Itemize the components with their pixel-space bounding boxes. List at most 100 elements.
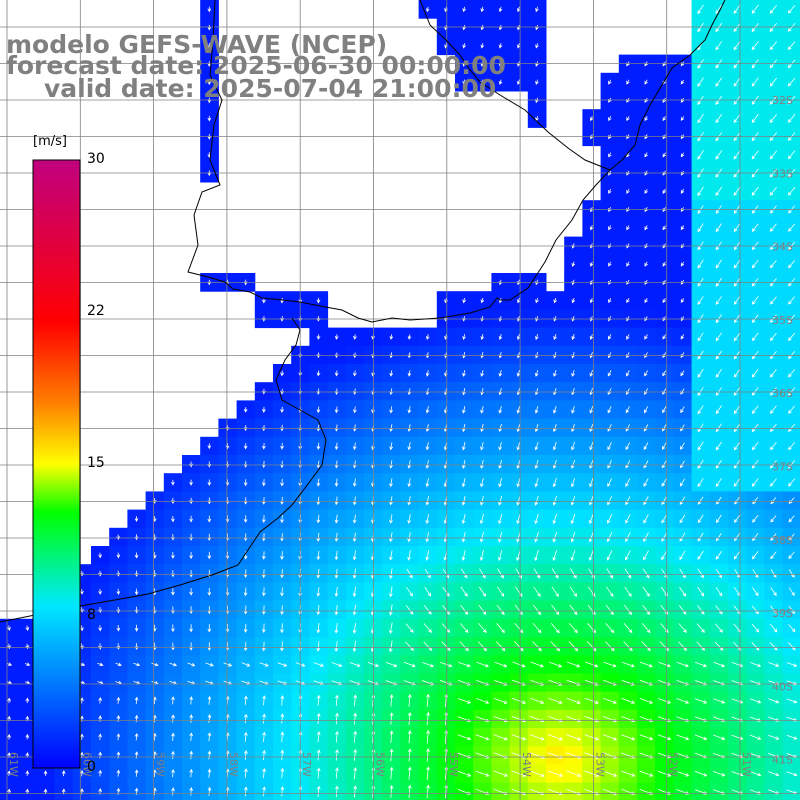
wind-arrow	[644, 116, 648, 122]
wind-arrow	[786, 662, 798, 667]
wind-arrow	[552, 531, 558, 543]
wind-arrow	[680, 79, 685, 85]
wind-arrow	[478, 586, 486, 597]
wind-arrow	[335, 694, 339, 707]
lat-label: 33S	[772, 167, 793, 180]
wind-arrow	[624, 568, 632, 579]
wind-arrow	[462, 6, 467, 13]
wind-arrow	[79, 589, 84, 595]
wind-arrow	[680, 370, 685, 377]
wind-arrow	[697, 586, 705, 597]
wind-arrow	[751, 314, 759, 323]
wind-arrow	[713, 698, 726, 704]
wind-arrow	[516, 6, 521, 13]
wind-arrow	[261, 497, 266, 505]
wind-arrow	[460, 568, 468, 579]
wind-arrow	[534, 477, 539, 488]
wind-arrow	[461, 532, 466, 543]
wind-arrow	[697, 387, 704, 396]
wind-arrow	[43, 770, 48, 776]
wind-arrow	[7, 770, 11, 776]
wind-arrow	[133, 662, 141, 667]
wind-arrow	[171, 714, 175, 723]
wind-arrow	[495, 641, 506, 652]
wind-arrow	[189, 732, 194, 742]
wind-arrow	[662, 116, 667, 122]
wind-arrow	[643, 532, 649, 543]
wind-arrow	[788, 515, 795, 523]
wind-arrow	[225, 569, 230, 578]
wind-arrow	[571, 369, 575, 377]
wind-arrow	[388, 640, 393, 653]
wind-arrow	[625, 442, 631, 451]
wind-arrow	[407, 693, 412, 707]
wind-arrow	[441, 623, 451, 633]
wind-arrow	[715, 259, 722, 269]
wind-arrow	[225, 587, 230, 597]
wind-arrow	[589, 495, 594, 506]
wind-arrow	[571, 459, 576, 469]
wind-arrow	[516, 531, 521, 543]
wind-arrow	[171, 624, 175, 633]
wind-arrow	[605, 622, 615, 634]
wind-arrow	[316, 586, 321, 597]
wind-arrow	[407, 748, 412, 762]
wind-arrow	[768, 734, 780, 740]
wind-arrow	[607, 478, 612, 488]
wind-arrow	[334, 334, 339, 340]
wind-arrow	[607, 460, 612, 469]
wind-arrow	[516, 459, 521, 470]
wind-arrow	[425, 424, 430, 432]
wind-arrow	[457, 698, 472, 704]
wind-arrow	[423, 641, 433, 652]
wind-arrow	[533, 586, 541, 597]
colorbar-tick-0: 0	[87, 759, 96, 775]
wind-arrow	[534, 369, 539, 377]
wind-arrow	[425, 6, 430, 13]
wind-arrow	[589, 441, 594, 451]
wind-arrow	[516, 79, 521, 85]
wind-arrow	[243, 768, 248, 779]
wind-arrow	[426, 729, 430, 744]
wind-arrow	[532, 622, 542, 634]
wind-arrow	[749, 771, 762, 777]
wind-arrow	[606, 550, 613, 561]
wind-arrow	[116, 714, 121, 723]
wind-arrow	[207, 732, 212, 742]
wind-arrow	[353, 712, 358, 725]
model-title: modelo GEFS-WAVE (NCEP)	[6, 30, 388, 59]
wind-arrow	[171, 696, 175, 705]
wind-arrow	[335, 785, 339, 798]
wind-arrow	[262, 695, 266, 706]
wind-arrow	[280, 442, 284, 450]
wind-arrow	[589, 423, 594, 433]
wind-arrow	[171, 588, 175, 596]
wind-arrow	[189, 642, 193, 651]
wind-arrow	[770, 515, 777, 523]
wind-arrow	[769, 4, 778, 14]
wind-arrow	[498, 405, 503, 414]
wind-arrow	[608, 334, 612, 340]
wind-arrow	[461, 496, 466, 506]
wind-arrow	[389, 693, 394, 707]
wind-arrow	[606, 532, 613, 543]
wind-arrow	[426, 711, 430, 726]
wind-arrow	[752, 587, 759, 597]
wind-arrow	[608, 188, 612, 194]
wind-arrow	[243, 695, 248, 706]
wind-arrow	[535, 79, 539, 86]
wind-arrow	[277, 662, 288, 667]
wind-arrow	[680, 316, 685, 322]
wind-arrow	[478, 623, 487, 634]
wind-arrow	[715, 368, 722, 378]
wind-arrow	[679, 478, 686, 487]
wind-arrow	[662, 152, 667, 158]
wind-arrow	[352, 622, 357, 634]
wind-arrow	[639, 770, 654, 777]
wind-arrow	[733, 368, 741, 378]
wind-arrow	[697, 405, 704, 415]
wind-arrow	[787, 186, 796, 196]
wind-arrow	[788, 569, 795, 578]
lat-label: 35S	[772, 314, 793, 327]
wind-arrow	[516, 423, 521, 433]
